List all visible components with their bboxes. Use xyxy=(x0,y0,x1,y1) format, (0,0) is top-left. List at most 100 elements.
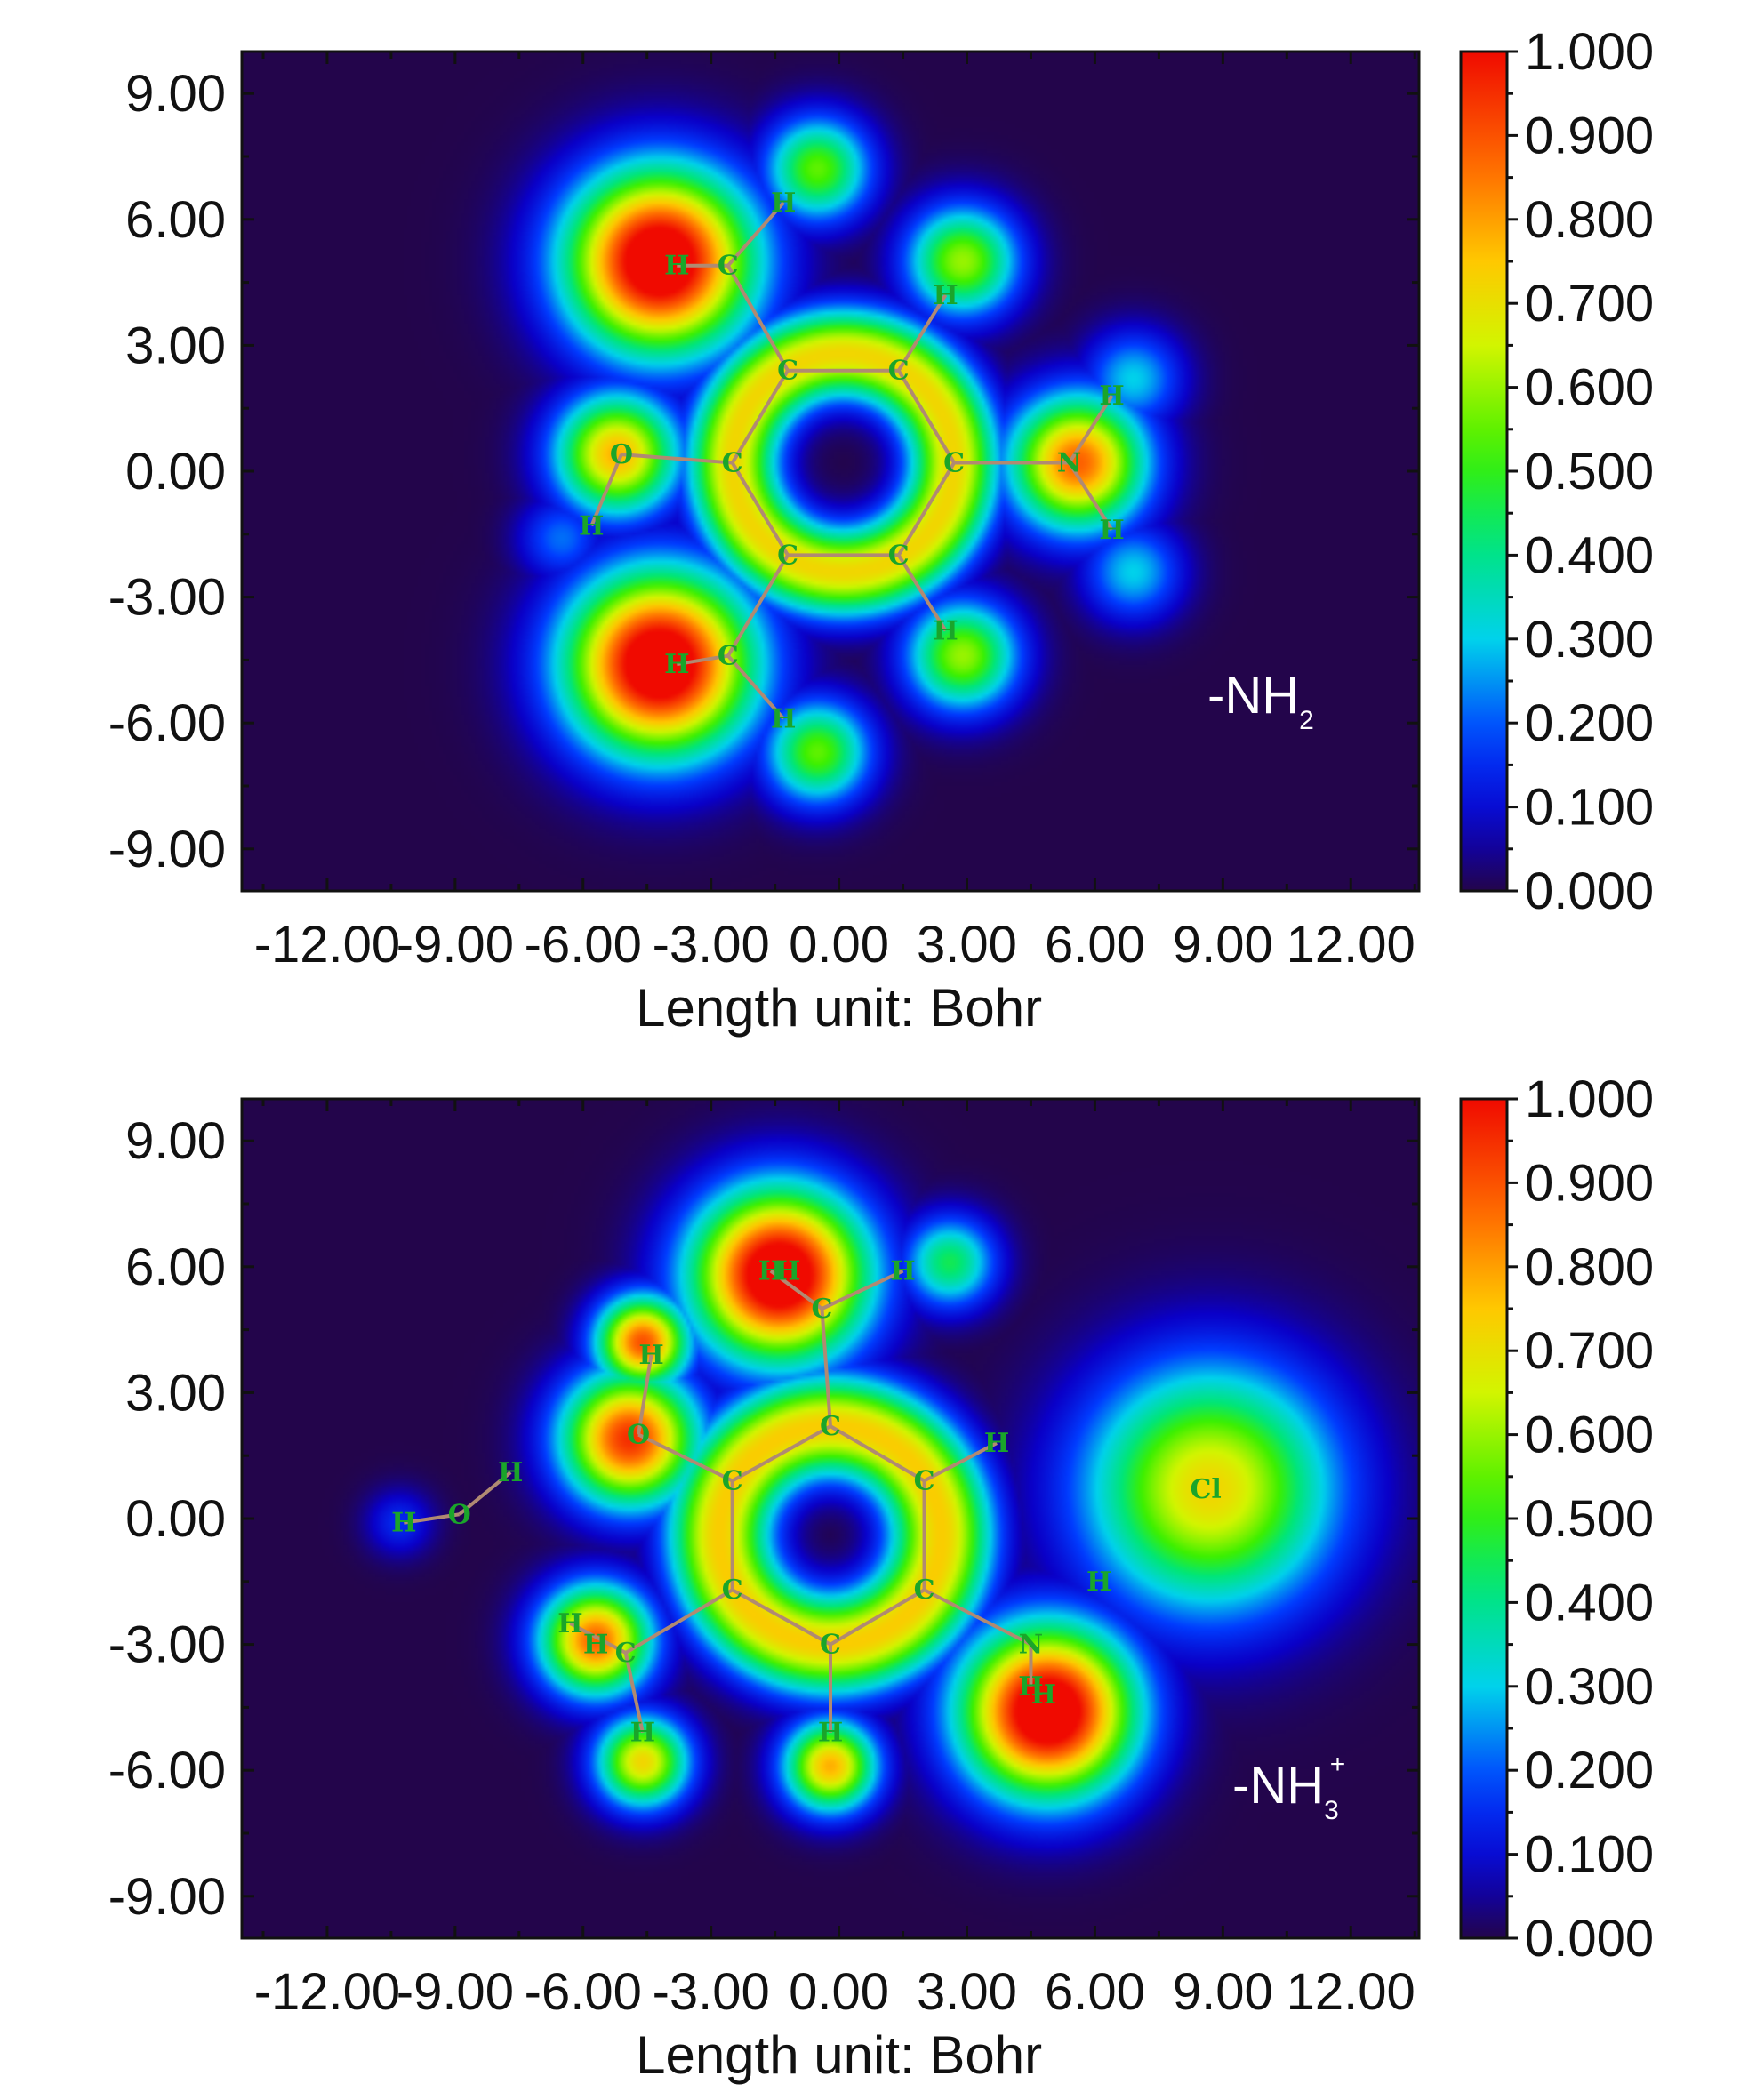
bond xyxy=(726,201,785,268)
bonds xyxy=(403,1269,1033,1734)
atom-label: O xyxy=(448,1499,471,1530)
colorbar-tick-label: 0.500 xyxy=(1525,443,1654,501)
atom-label: H xyxy=(1018,1671,1043,1703)
colorbar-tick-label: 0.300 xyxy=(1525,611,1654,669)
atom-label: C xyxy=(722,1575,743,1606)
bond xyxy=(569,1622,627,1655)
atom-label: H xyxy=(933,280,958,311)
atom-label: H xyxy=(498,1457,523,1488)
atom-label: H xyxy=(775,1256,800,1287)
colorbar-tick-label: 0.500 xyxy=(1525,1490,1654,1548)
y-tick-label: 3.00 xyxy=(125,1364,226,1422)
x-tick-label: 9.00 xyxy=(1173,1963,1273,2021)
x-tick-label: 0.00 xyxy=(789,916,889,974)
atom-label: C xyxy=(722,448,743,479)
colorbar-tick-label: 0.700 xyxy=(1525,1322,1654,1380)
atom-label: C xyxy=(777,356,798,387)
atom-label: H xyxy=(771,703,796,734)
atom-label: C xyxy=(718,251,739,282)
bond xyxy=(623,1652,645,1734)
colorbar-tick-label: 1.000 xyxy=(1525,1070,1654,1128)
colorbar-gradient xyxy=(1459,1097,1509,1940)
x-tick-label: -12.00 xyxy=(254,916,400,974)
atom-label: H xyxy=(583,1630,608,1661)
colorbar-tick-label: 0.400 xyxy=(1525,1574,1654,1631)
x-tick-label: 0.00 xyxy=(789,1963,889,2021)
atom-label: C xyxy=(811,1294,832,1325)
bond xyxy=(923,1588,1032,1647)
colorbar-tick-label: 0.600 xyxy=(1525,359,1654,417)
bond xyxy=(676,653,729,667)
y-tick-label: 0.00 xyxy=(125,443,226,501)
atom-label: C xyxy=(943,448,965,479)
bond xyxy=(731,1424,831,1483)
atom-label: H xyxy=(579,510,604,541)
atom-label: C xyxy=(820,1411,841,1442)
x-tick-label: 3.00 xyxy=(917,916,1017,974)
colorbar-tick-label: 0.700 xyxy=(1525,275,1654,333)
x-tick-label: -9.00 xyxy=(397,1963,514,2021)
y-tick-label: 6.00 xyxy=(125,191,226,249)
atom-label: H xyxy=(638,1340,663,1371)
colorbar-tick-label: 1.000 xyxy=(1525,23,1654,81)
atom-label: H xyxy=(771,188,796,219)
colorbar-tick-label: 0.200 xyxy=(1525,694,1654,752)
atom-label: C xyxy=(615,1638,637,1669)
atom-label: H xyxy=(630,1718,655,1749)
y-axis: 9.00 6.00 3.00 0.00 -3.00 -6.00 -9.00 xyxy=(108,65,1419,878)
x-tick-label: 9.00 xyxy=(1173,916,1273,974)
y-tick-label: 0.00 xyxy=(125,1490,226,1548)
bond xyxy=(589,453,623,527)
bond xyxy=(403,1512,460,1525)
bond xyxy=(624,1588,734,1655)
atom-label: C xyxy=(888,540,910,571)
y-tick-label: -9.00 xyxy=(108,1868,226,1926)
colorbar-gradient xyxy=(1459,50,1509,893)
atom-label: H xyxy=(391,1508,416,1539)
colorbar-tick-label: 0.000 xyxy=(1525,862,1654,920)
atom-label: O xyxy=(610,439,633,470)
colorbar-tick-label: 0.900 xyxy=(1525,107,1654,164)
colorbar-tick-label: 0.400 xyxy=(1525,526,1654,584)
x-tick-label: -3.00 xyxy=(653,916,770,974)
atom-label: H xyxy=(758,1256,783,1287)
x-tick-label: -3.00 xyxy=(653,1963,770,2021)
colorbar-tick-label: 0.200 xyxy=(1525,1742,1654,1799)
colorbar-tick-label: 0.300 xyxy=(1525,1658,1654,1716)
x-tick-label: 3.00 xyxy=(917,1963,1017,2021)
bonds xyxy=(589,201,1114,720)
x-tick-label: 6.00 xyxy=(1045,1963,1145,2021)
atom-label: H xyxy=(1031,1679,1056,1711)
atom-label: H xyxy=(1099,515,1124,546)
x-axis-label: Length unit: Bohr xyxy=(636,2025,1042,2085)
colorbar-tick-label: 0.100 xyxy=(1525,1826,1654,1884)
y-tick-label: -3.00 xyxy=(108,569,226,627)
bond xyxy=(726,654,785,720)
bond xyxy=(923,1441,998,1483)
bond xyxy=(820,1308,832,1427)
bond xyxy=(730,369,790,464)
colorbar-tick-label: 0.600 xyxy=(1525,1407,1654,1464)
bond xyxy=(821,1269,904,1310)
bond xyxy=(637,1354,653,1435)
colorbar: 1.000 0.900 0.800 0.700 0.600 0.500 0.400 0.300… xyxy=(1459,1070,1654,1968)
atom-label: C xyxy=(914,1466,935,1497)
bond xyxy=(1067,394,1114,464)
atom-label: O xyxy=(627,1420,650,1451)
atom-label: H xyxy=(664,251,689,282)
bond xyxy=(726,264,790,372)
x-tick-label: -6.00 xyxy=(525,1963,642,2021)
atom-label: H xyxy=(818,1718,843,1749)
x-axis-label: Length unit: Bohr xyxy=(636,978,1042,1038)
substituent-label: -NH3+ xyxy=(1232,1750,1345,1825)
atom-label: Cl xyxy=(1191,1474,1222,1505)
y-tick-label: -6.00 xyxy=(108,694,226,752)
atom-label: H xyxy=(890,1256,915,1287)
bond xyxy=(829,1588,926,1647)
bond xyxy=(829,1424,926,1483)
y-tick-label: 3.00 xyxy=(125,317,226,374)
atom-label: H xyxy=(933,615,958,646)
